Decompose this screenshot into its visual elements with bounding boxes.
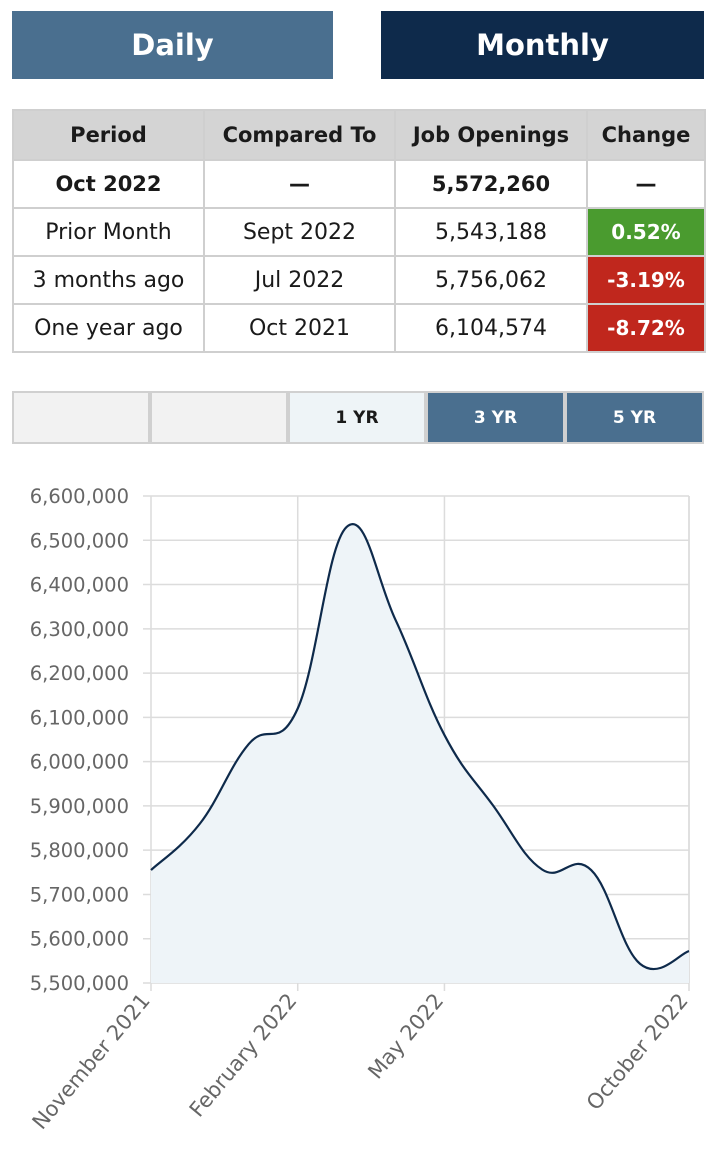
- table-header-row: Period Compared To Job Openings Change: [12, 109, 706, 161]
- y-tick-label: 5,900,000: [30, 795, 129, 818]
- column-header: Job Openings: [394, 109, 588, 161]
- table-row: One year ago Oct 2021 6,104,574 -8.72%: [12, 303, 706, 353]
- range-button-3yr[interactable]: 3 YR: [426, 391, 565, 444]
- period-cell: Prior Month: [12, 207, 205, 257]
- series-area: [151, 524, 689, 983]
- job-openings-chart: 5,500,000 5,600,000 5,700,000 5,800,000 5,90…: [28, 485, 693, 1134]
- y-tick-label: 6,400,000: [30, 574, 129, 597]
- value-cell: 5,756,062: [394, 255, 588, 305]
- y-tick-label: 6,000,000: [30, 751, 129, 774]
- period-cell: Oct 2022: [12, 159, 205, 209]
- change-badge: -8.72%: [586, 303, 706, 353]
- value-cell: 6,104,574: [394, 303, 588, 353]
- comparison-table: Period Compared To Job Openings Change O…: [12, 109, 706, 353]
- column-header: Period: [12, 109, 205, 161]
- table-row: Prior Month Sept 2022 5,543,188 0.52%: [12, 207, 706, 257]
- compared-cell: —: [203, 159, 396, 209]
- monthly-tab[interactable]: Monthly: [381, 11, 704, 79]
- column-header: Change: [586, 109, 706, 161]
- y-tick-label: 6,500,000: [30, 529, 129, 552]
- range-button-blank[interactable]: [150, 391, 288, 444]
- range-button-5yr[interactable]: 5 YR: [565, 391, 704, 444]
- range-button-blank[interactable]: [12, 391, 150, 444]
- value-cell: 5,543,188: [394, 207, 588, 257]
- series-line: [150, 523, 690, 971]
- daily-tab[interactable]: Daily: [12, 11, 333, 79]
- y-tick-label: 5,500,000: [30, 972, 129, 995]
- table-row: 3 months ago Jul 2022 5,756,062 -3.19%: [12, 255, 706, 305]
- view-tabs: Daily Monthly: [12, 11, 704, 79]
- x-tick-label: November 2021: [28, 989, 155, 1134]
- y-tick-label: 5,700,000: [30, 883, 129, 906]
- range-selector: 1 YR 3 YR 5 YR: [12, 391, 704, 444]
- compared-cell: Jul 2022: [203, 255, 396, 305]
- y-tick-label: 6,600,000: [30, 485, 129, 508]
- y-tick-label: 6,100,000: [30, 706, 129, 729]
- x-tick-label: May 2022: [363, 989, 448, 1084]
- column-header: Compared To: [203, 109, 396, 161]
- period-cell: 3 months ago: [12, 255, 205, 305]
- change-badge: -3.19%: [586, 255, 706, 305]
- change-cell: —: [586, 159, 706, 209]
- change-badge: 0.52%: [586, 207, 706, 257]
- y-tick-label: 6,200,000: [30, 662, 129, 685]
- value-cell: 5,572,260: [394, 159, 588, 209]
- y-tick-label: 6,300,000: [30, 618, 129, 641]
- x-tick-label: February 2022: [185, 989, 302, 1122]
- x-tick-label: October 2022: [582, 989, 693, 1115]
- range-button-1yr[interactable]: 1 YR: [288, 391, 426, 444]
- compared-cell: Oct 2021: [203, 303, 396, 353]
- table-row: Oct 2022 — 5,572,260 —: [12, 159, 706, 209]
- period-cell: One year ago: [12, 303, 205, 353]
- y-tick-label: 5,600,000: [30, 928, 129, 951]
- compared-cell: Sept 2022: [203, 207, 396, 257]
- y-tick-label: 5,800,000: [30, 839, 129, 862]
